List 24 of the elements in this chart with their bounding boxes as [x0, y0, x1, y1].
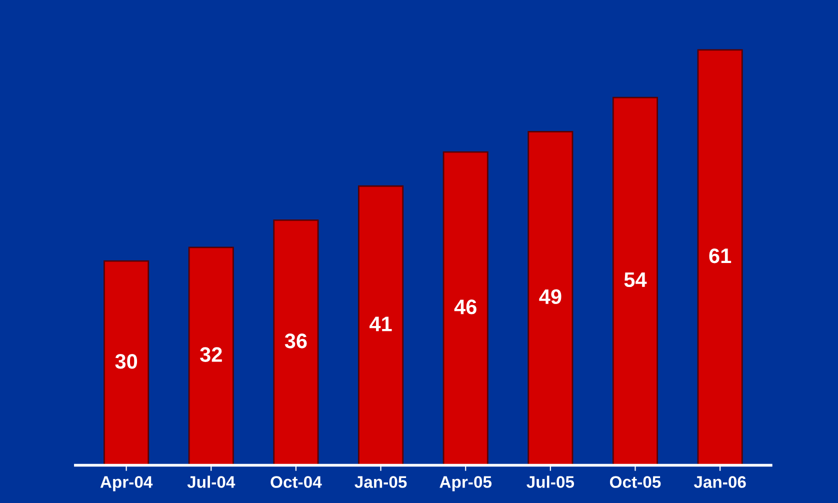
x-tick-label: Jul-05	[526, 476, 574, 488]
bar	[442, 151, 488, 466]
x-tick-label: Apr-05	[440, 476, 492, 492]
bar	[528, 130, 574, 466]
data-label: 54	[624, 272, 647, 288]
bar	[188, 246, 234, 466]
x-tick-label: Oct-05	[610, 476, 661, 488]
data-label: 49	[539, 289, 562, 304]
data-label: 36	[284, 334, 307, 348]
data-label: 46	[454, 300, 476, 314]
x-tick-label: Apr-04	[100, 476, 153, 492]
x-tick-label: Jan-06	[694, 476, 746, 488]
x-tick-label: Oct-04	[270, 476, 322, 488]
bar	[104, 260, 150, 466]
bar	[697, 49, 743, 466]
data-label: 61	[709, 248, 732, 264]
x-tick-label: Jul-04	[187, 476, 236, 488]
bar	[273, 219, 319, 466]
data-label: 30	[115, 354, 138, 369]
data-label: 32	[200, 347, 222, 362]
x-tick-label: Jan-05	[354, 476, 407, 488]
bar	[612, 96, 658, 466]
bar	[358, 185, 404, 466]
data-label: 41	[370, 316, 392, 332]
